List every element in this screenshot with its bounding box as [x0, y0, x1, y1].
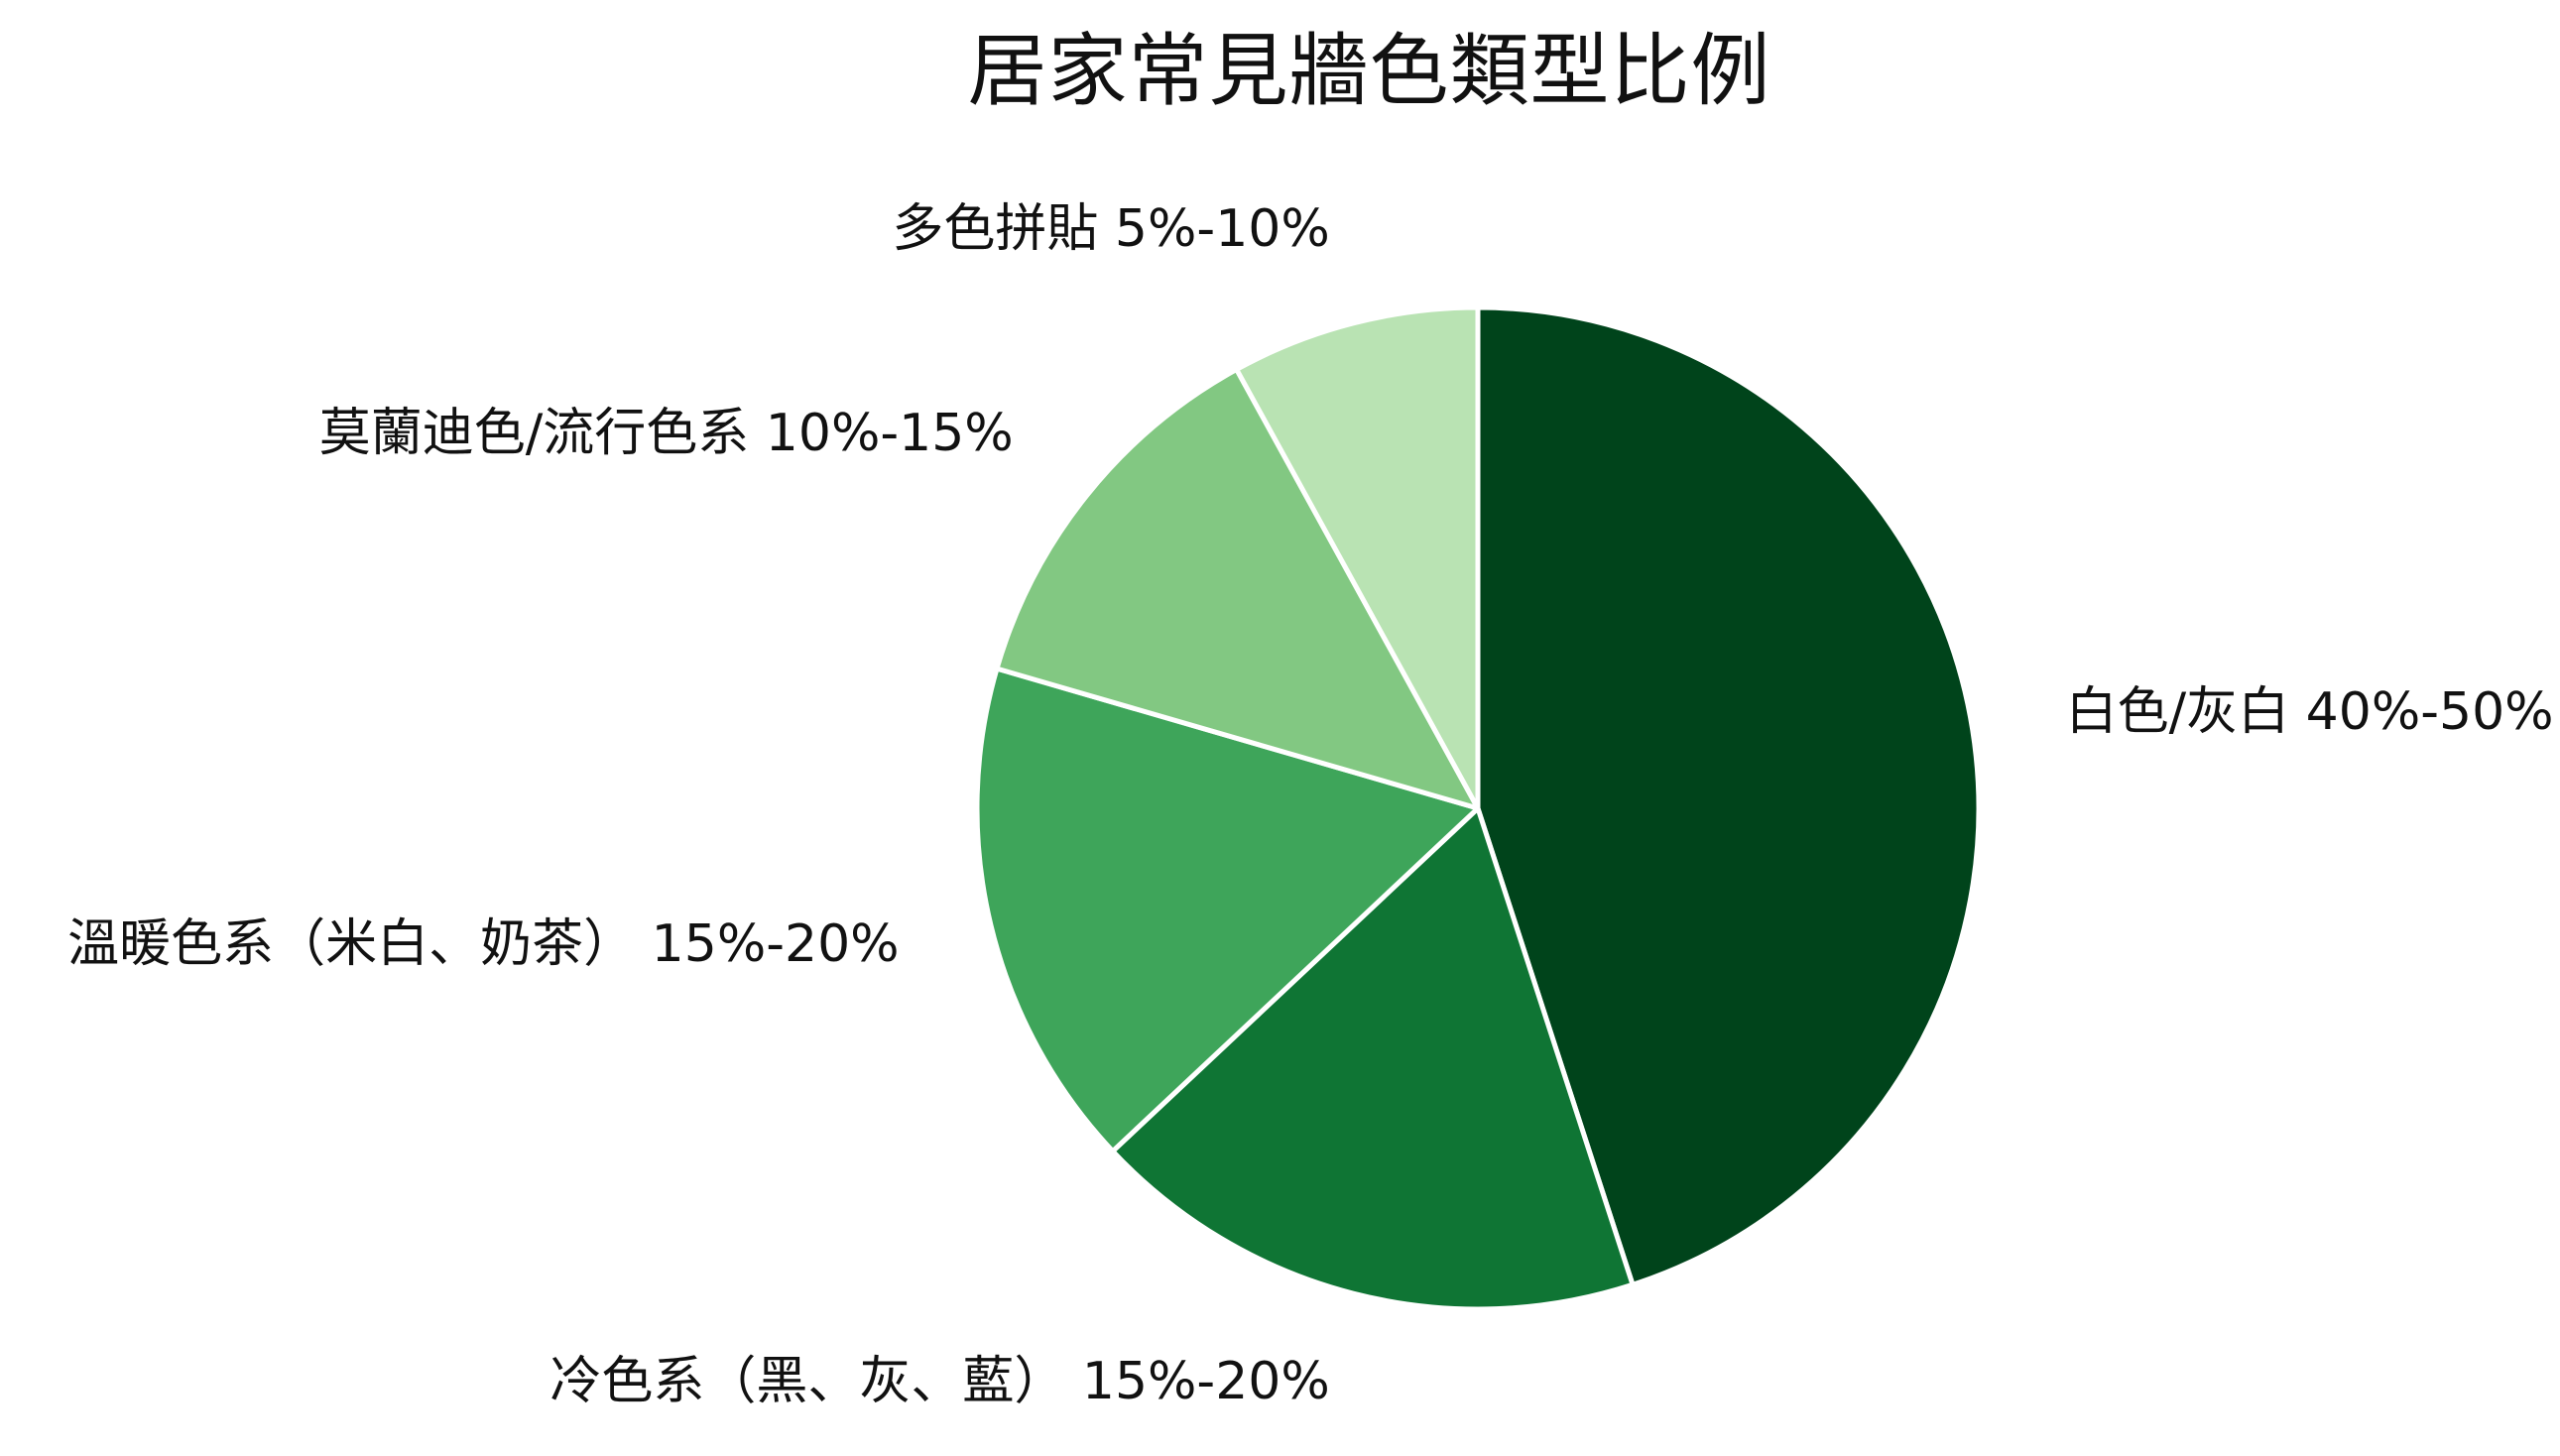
pie-slice-3 [994, 366, 1481, 811]
slice-label-3: 莫蘭迪色/流行色系 10%-15% [319, 404, 1014, 463]
slice-label-2: 溫暖色系（米白、奶茶） 15%-20% [67, 914, 899, 974]
chart-title: 居家常見牆色類型比例 [967, 25, 1771, 117]
pie-slice-1 [1110, 805, 1636, 1312]
slice-label-0: 白色/灰白 40%-50% [2066, 682, 2554, 742]
slice-label-1: 冷色系（黑、灰、藍） 15%-20% [549, 1352, 1329, 1411]
pie-slice-4 [1234, 304, 1481, 811]
pie-slice-0 [1475, 304, 1982, 1287]
pie-slice-2 [974, 666, 1481, 1154]
slice-label-4: 多色拼貼 5%-10% [892, 199, 1329, 259]
